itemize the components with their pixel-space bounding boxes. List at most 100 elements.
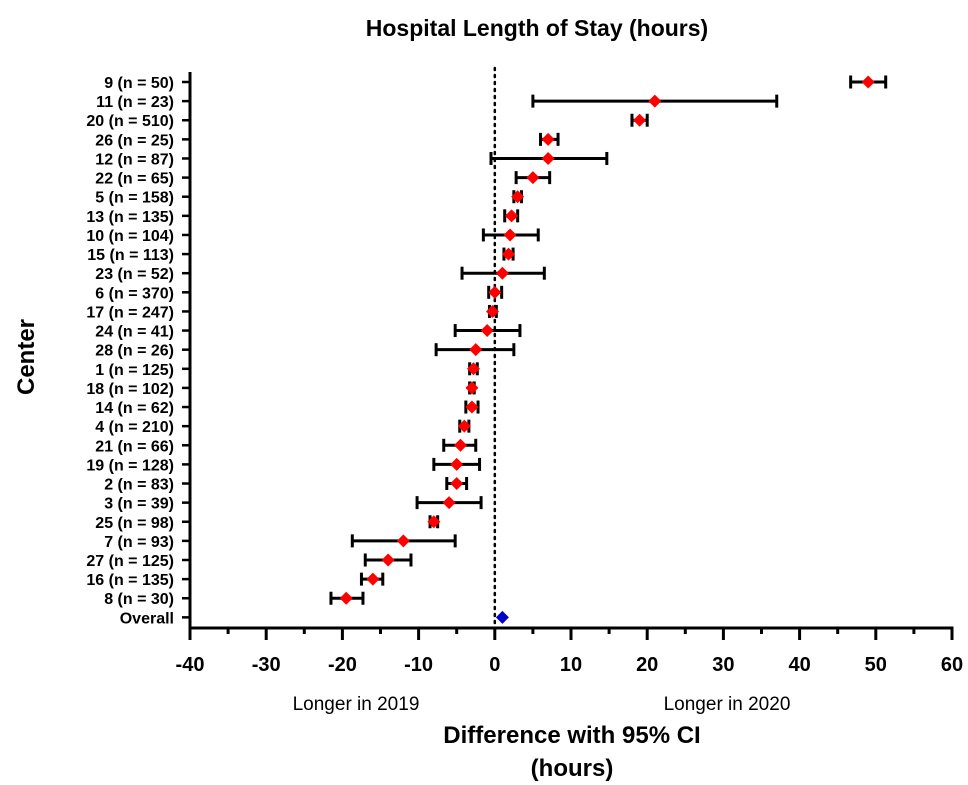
center-row: 20 (n = 510) bbox=[86, 113, 649, 130]
estimate-marker bbox=[366, 572, 380, 586]
center-label: 25 (n = 98) bbox=[95, 515, 174, 532]
center-row: 17 (n = 247) bbox=[86, 304, 500, 321]
center-label: 17 (n = 247) bbox=[86, 304, 174, 321]
estimate-marker bbox=[511, 190, 525, 204]
annotation-longer-2019: Longer in 2019 bbox=[293, 694, 420, 715]
annotation-longer-2020: Longer in 2020 bbox=[664, 694, 791, 715]
estimate-marker bbox=[465, 381, 479, 395]
center-row: 9 (n = 50) bbox=[104, 75, 888, 92]
estimate-marker bbox=[465, 400, 479, 414]
center-row: 6 (n = 370) bbox=[95, 285, 504, 302]
center-row: 2 (n = 83) bbox=[104, 477, 469, 494]
x-tick-label: 60 bbox=[941, 654, 963, 676]
center-row: 8 (n = 30) bbox=[104, 591, 365, 608]
x-tick-label: 20 bbox=[636, 654, 658, 676]
center-label: 3 (n = 39) bbox=[104, 496, 174, 513]
center-row: 3 (n = 39) bbox=[104, 496, 483, 513]
estimate-marker bbox=[450, 457, 464, 471]
estimate-marker bbox=[633, 113, 647, 127]
center-label: 21 (n = 66) bbox=[95, 438, 174, 455]
center-row: 12 (n = 87) bbox=[95, 151, 609, 168]
center-row: 19 (n = 128) bbox=[86, 457, 482, 474]
center-row: 24 (n = 41) bbox=[95, 324, 522, 341]
center-row: 21 (n = 66) bbox=[95, 438, 478, 455]
x-tick-label: -20 bbox=[328, 654, 357, 676]
center-label: Overall bbox=[120, 610, 174, 627]
axes-group bbox=[188, 72, 954, 630]
center-row: 1 (n = 125) bbox=[95, 362, 480, 379]
center-label: 23 (n = 52) bbox=[95, 266, 174, 283]
center-row: 28 (n = 26) bbox=[95, 343, 516, 360]
center-label: 1 (n = 125) bbox=[95, 362, 174, 379]
x-axis-title-line-2: (hours) bbox=[531, 755, 614, 782]
estimate-marker bbox=[469, 343, 483, 357]
center-row: 4 (n = 210) bbox=[95, 419, 471, 436]
center-row: 16 (n = 135) bbox=[86, 572, 385, 589]
estimate-marker bbox=[505, 209, 519, 223]
center-label: 7 (n = 93) bbox=[104, 534, 174, 551]
estimate-marker bbox=[861, 75, 875, 89]
center-row: 25 (n = 98) bbox=[95, 515, 441, 532]
estimate-marker bbox=[454, 438, 468, 452]
center-row: 22 (n = 65) bbox=[95, 171, 552, 188]
rows-group: 9 (n = 50) 11 (n = 23) 20 (n = 510) 26 (n =… bbox=[86, 75, 888, 627]
center-label: 18 (n = 102) bbox=[86, 381, 174, 398]
center-label: 28 (n = 26) bbox=[95, 343, 174, 360]
center-label: 19 (n = 128) bbox=[86, 457, 174, 474]
overall-row: Overall bbox=[120, 610, 509, 627]
estimate-marker bbox=[480, 324, 494, 338]
center-row: 14 (n = 62) bbox=[95, 400, 480, 417]
estimate-marker bbox=[427, 515, 441, 529]
estimate-marker bbox=[442, 496, 456, 510]
center-label: 12 (n = 87) bbox=[95, 151, 174, 168]
center-label: 8 (n = 30) bbox=[104, 591, 174, 608]
estimate-marker bbox=[339, 591, 353, 605]
estimate-marker bbox=[488, 285, 502, 299]
x-tick-label: -30 bbox=[252, 654, 281, 676]
estimate-marker bbox=[486, 304, 500, 318]
estimate-marker bbox=[541, 151, 555, 165]
center-row: 5 (n = 158) bbox=[95, 190, 525, 207]
center-label: 5 (n = 158) bbox=[95, 190, 174, 207]
x-tick-label: -40 bbox=[176, 654, 205, 676]
x-tick-label: 30 bbox=[712, 654, 734, 676]
center-row: 7 (n = 93) bbox=[104, 534, 457, 551]
center-row: 13 (n = 135) bbox=[86, 209, 520, 226]
center-row: 23 (n = 52) bbox=[95, 266, 546, 283]
estimate-marker bbox=[457, 419, 471, 433]
center-label: 20 (n = 510) bbox=[86, 113, 174, 130]
center-label: 9 (n = 50) bbox=[104, 75, 174, 92]
x-tick-label: 50 bbox=[865, 654, 887, 676]
x-tick-label: 40 bbox=[788, 654, 810, 676]
x-tick-label: 0 bbox=[489, 654, 500, 676]
x-tick-label: -10 bbox=[404, 654, 433, 676]
center-label: 15 (n = 113) bbox=[87, 247, 174, 264]
center-label: 6 (n = 370) bbox=[95, 285, 174, 302]
center-label: 11 (n = 23) bbox=[96, 94, 174, 111]
x-tick-label: 10 bbox=[560, 654, 582, 676]
estimate-marker bbox=[381, 553, 395, 567]
center-label: 16 (n = 135) bbox=[86, 572, 174, 589]
estimate-marker bbox=[396, 534, 410, 548]
estimate-marker bbox=[526, 171, 540, 185]
estimate-marker bbox=[450, 477, 464, 491]
center-label: 2 (n = 83) bbox=[104, 477, 174, 494]
chart-title: Hospital Length of Stay (hours) bbox=[366, 15, 708, 41]
center-row: 15 (n = 113) bbox=[87, 247, 516, 264]
center-label: 4 (n = 210) bbox=[95, 419, 174, 436]
center-label: 27 (n = 125) bbox=[86, 553, 174, 570]
center-label: 24 (n = 41) bbox=[95, 324, 174, 341]
center-label: 13 (n = 135) bbox=[86, 209, 174, 226]
x-axis-title-line-1: Difference with 95% CI bbox=[443, 722, 700, 749]
estimate-marker bbox=[503, 228, 517, 242]
x-ticks-group: -40 -30 -20 -10 0 10 20 30 40 50 60 bbox=[176, 628, 963, 676]
estimate-marker bbox=[541, 132, 555, 146]
center-label: 10 (n = 104) bbox=[86, 228, 174, 245]
estimate-marker bbox=[466, 362, 480, 376]
center-row: 11 (n = 23) bbox=[96, 94, 779, 111]
center-label: 14 (n = 62) bbox=[95, 400, 174, 417]
estimate-marker bbox=[648, 94, 662, 108]
y-axis-title: Center bbox=[13, 319, 40, 395]
center-label: 22 (n = 65) bbox=[95, 171, 174, 188]
